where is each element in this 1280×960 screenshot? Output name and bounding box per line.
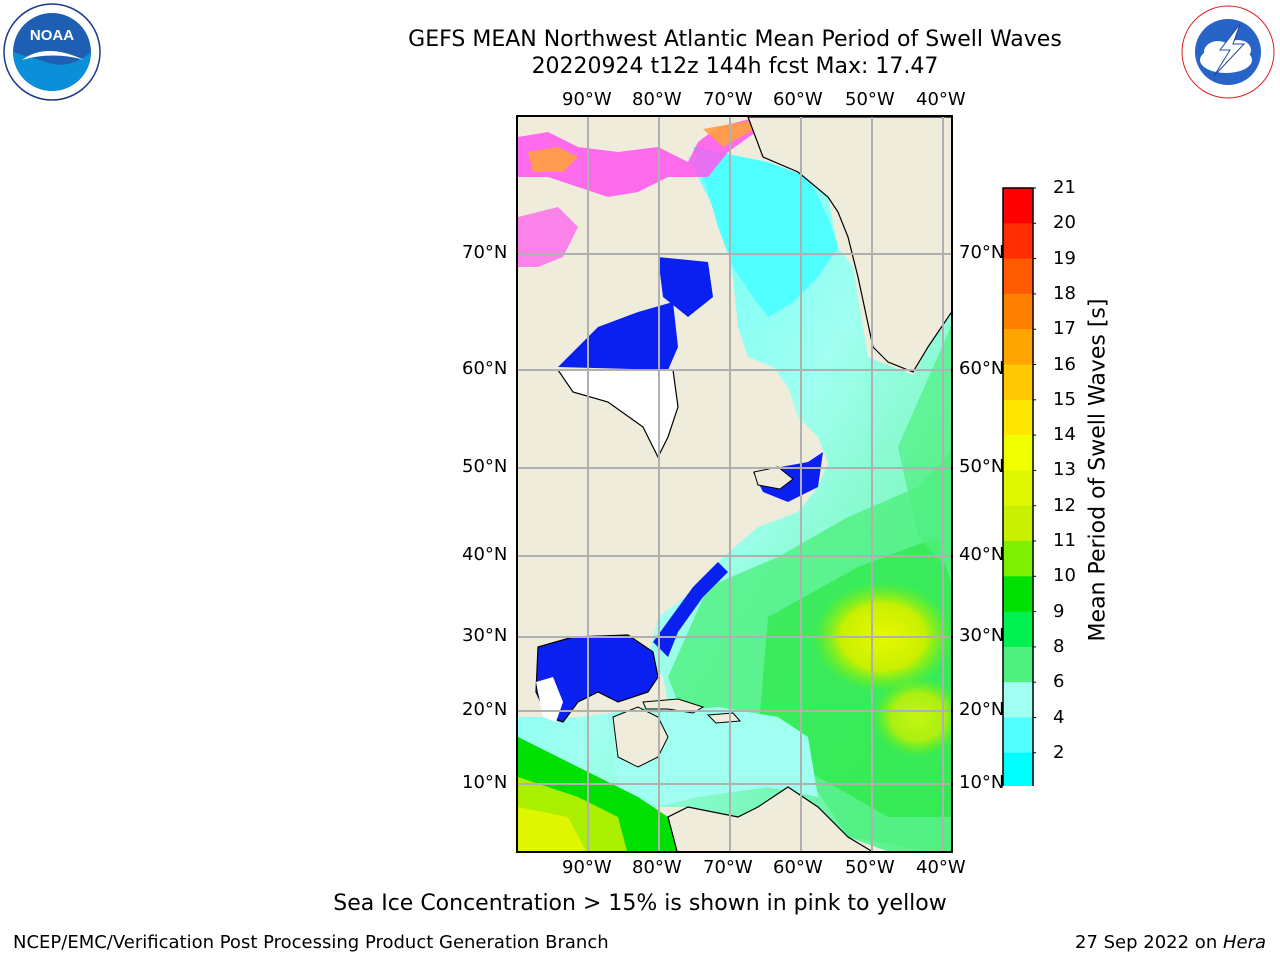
lat-label-right: 40°N	[959, 544, 1005, 565]
colorbar-band	[1003, 752, 1033, 786]
footer-date: 27 Sep 2022 on Hera	[1075, 932, 1266, 953]
map-panel	[516, 115, 953, 853]
colorbar	[1002, 187, 1036, 786]
hispaniola	[706, 712, 742, 724]
map-graticule	[518, 117, 951, 851]
colorbar-band	[1003, 364, 1033, 401]
colorbar-tick-label: 19	[1053, 247, 1076, 269]
swell-zone-east	[898, 326, 951, 573]
lon-label-bottom: 40°W	[916, 857, 966, 878]
nws-logo	[1180, 4, 1276, 100]
us-coastal-strip	[653, 562, 728, 657]
colorbar-band	[1003, 470, 1033, 507]
lat-label-left: 60°N	[462, 358, 508, 379]
chart-subtitle: 20220924 t12z 144h fcst Max: 17.47	[531, 54, 939, 79]
colorbar-tick-label: 17	[1053, 318, 1076, 340]
lat-label-right: 50°N	[959, 456, 1005, 477]
lat-label-left: 70°N	[462, 242, 508, 263]
colorbar-band	[1003, 258, 1033, 295]
colorbar-tick-label: 16	[1053, 353, 1076, 375]
lon-label-top: 60°W	[773, 89, 823, 110]
lon-label-bottom: 70°W	[703, 857, 753, 878]
colorbar-band	[1003, 223, 1033, 260]
sea-ice-caption: Sea Ice Concentration > 15% is shown in …	[333, 891, 947, 916]
colorbar-tick-label: 14	[1053, 424, 1076, 446]
colorbar-tick-label: 9	[1053, 600, 1065, 622]
swell-hotspot-2	[873, 677, 951, 757]
colorbar-tick-label: 20	[1053, 212, 1076, 234]
colorbar-tick-label: 2	[1053, 741, 1065, 763]
colorbar-tick-label: 13	[1053, 459, 1076, 481]
foxe-basin	[658, 257, 713, 317]
lat-label-left: 50°N	[462, 456, 508, 477]
colorbar-tick-label: 15	[1053, 388, 1076, 410]
colorbar-band	[1003, 576, 1033, 613]
colorbar-band	[1003, 399, 1033, 436]
lon-label-bottom: 60°W	[773, 857, 823, 878]
colorbar-label: Mean Period of Swell Waves [s]	[1085, 298, 1111, 642]
colorbar-band	[1003, 682, 1033, 718]
lon-label-top: 50°W	[845, 89, 895, 110]
footer-date-text: 27 Sep 2022 on	[1075, 932, 1223, 953]
colorbar-band	[1003, 293, 1033, 330]
sea-ice-west	[518, 207, 578, 267]
south-america	[667, 786, 873, 851]
lat-label-left: 10°N	[462, 772, 508, 793]
lon-label-bottom: 90°W	[562, 857, 612, 878]
lat-label-right: 10°N	[959, 772, 1005, 793]
colorbar-band	[1003, 646, 1033, 683]
colorbar-band	[1003, 717, 1033, 754]
colorbar-tick-label: 6	[1053, 671, 1065, 693]
lon-label-top: 80°W	[632, 89, 682, 110]
footer-credit: NCEP/EMC/Verification Post Processing Pr…	[13, 932, 609, 953]
noaa-logo: NOAA	[3, 3, 101, 101]
central-america	[612, 706, 669, 768]
colorbar-tick-label: 11	[1053, 530, 1076, 551]
colorbar-tick-label: 18	[1053, 282, 1076, 304]
lon-label-top: 70°W	[703, 89, 753, 110]
lon-label-top: 90°W	[562, 89, 612, 110]
lat-label-left: 20°N	[462, 699, 508, 720]
lat-label-left: 30°N	[462, 625, 508, 646]
noaa-logo-text: NOAA	[30, 27, 74, 44]
colorbar-tick-label: 12	[1053, 494, 1076, 516]
footer-host: Hera	[1222, 932, 1266, 953]
colorbar-band	[1003, 541, 1033, 577]
lat-label-right: 70°N	[959, 242, 1005, 263]
lon-label-bottom: 50°W	[845, 857, 895, 878]
colorbar-band	[1003, 329, 1033, 365]
colorbar-band	[1003, 505, 1033, 542]
swell-period-map	[518, 117, 951, 851]
lon-label-bottom: 80°W	[632, 857, 682, 878]
lon-label-top: 40°W	[916, 89, 966, 110]
lat-label-left: 40°N	[462, 544, 508, 565]
colorbar-tick-label: 8	[1053, 635, 1065, 657]
colorbar-tick-label: 10	[1053, 565, 1076, 587]
colorbar-band	[1003, 188, 1033, 224]
lat-label-right: 30°N	[959, 625, 1005, 646]
sea-ice-thick	[528, 147, 578, 172]
sea-ice-arctic	[518, 117, 763, 197]
lat-label-right: 20°N	[959, 699, 1005, 720]
colorbar-tick-label: 21	[1053, 177, 1076, 198]
chart-title: GEFS MEAN Northwest Atlantic Mean Period…	[408, 27, 1062, 52]
colorbar-tick-label: 4	[1053, 706, 1065, 728]
colorbar-band	[1003, 611, 1033, 648]
lat-label-right: 60°N	[959, 358, 1005, 379]
colorbar-band	[1003, 435, 1033, 471]
greenland	[747, 117, 951, 373]
pacific-swell-peak	[518, 807, 586, 851]
